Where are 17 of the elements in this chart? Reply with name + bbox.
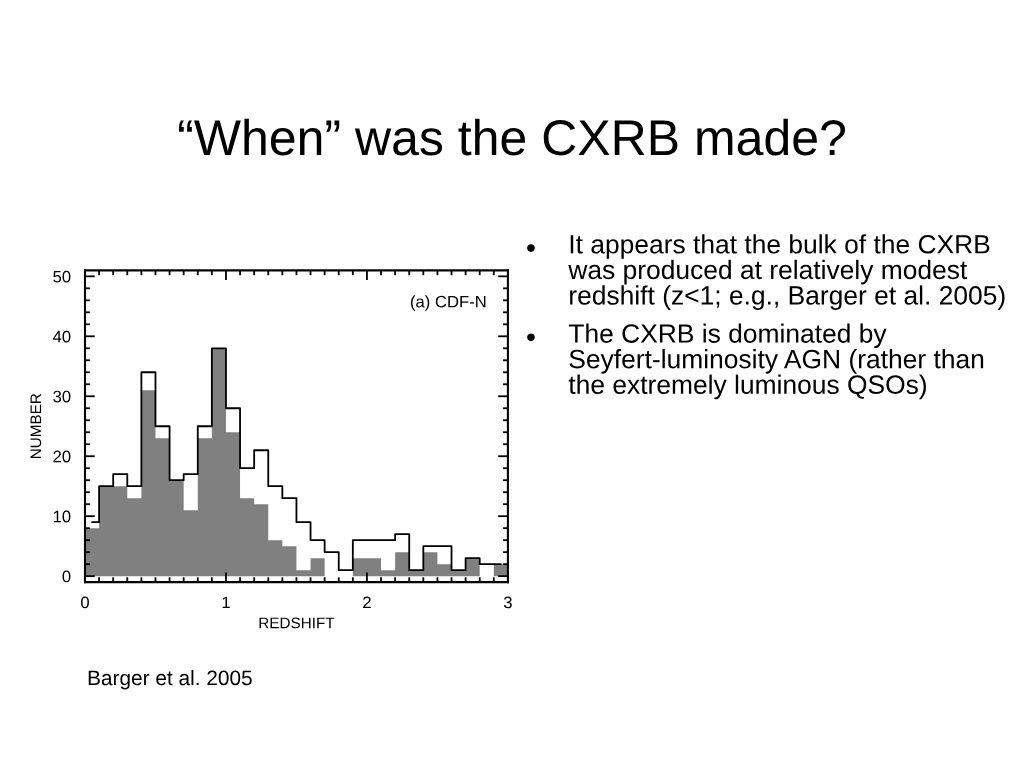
y-tick-label: 40 bbox=[52, 330, 71, 343]
y-tick-label: 20 bbox=[53, 450, 71, 463]
y-tick-label: 30 bbox=[53, 390, 71, 403]
x-tick-label: 0 bbox=[81, 596, 89, 609]
y-tick-label: 0 bbox=[62, 570, 71, 583]
y-tick-label: 10 bbox=[53, 510, 71, 523]
x-tick-label: 1 bbox=[222, 596, 230, 609]
annotation: (a) CDF-N bbox=[410, 295, 486, 311]
chart-title: “When” was the CXRB made? bbox=[178, 118, 846, 156]
text: Barger et al. 2005 bbox=[88, 669, 252, 690]
x-tick-label: 2 bbox=[363, 596, 371, 609]
x-tick-label: 3 bbox=[503, 596, 512, 609]
text: The CXRB is dominated by Seyfert-luminosity AGN (rather than the extremely luminous QSOs) bbox=[568, 323, 984, 400]
y-axis-title: NUMBER bbox=[30, 393, 42, 459]
text: It appears that the bulk of the CXRB was produced at relatively modest redshift (z<1; e.g., Barger et al. 2005) bbox=[568, 234, 1005, 310]
x-axis-title: REDSHIFT bbox=[259, 617, 335, 629]
y-tick-label: 50 bbox=[53, 270, 71, 283]
